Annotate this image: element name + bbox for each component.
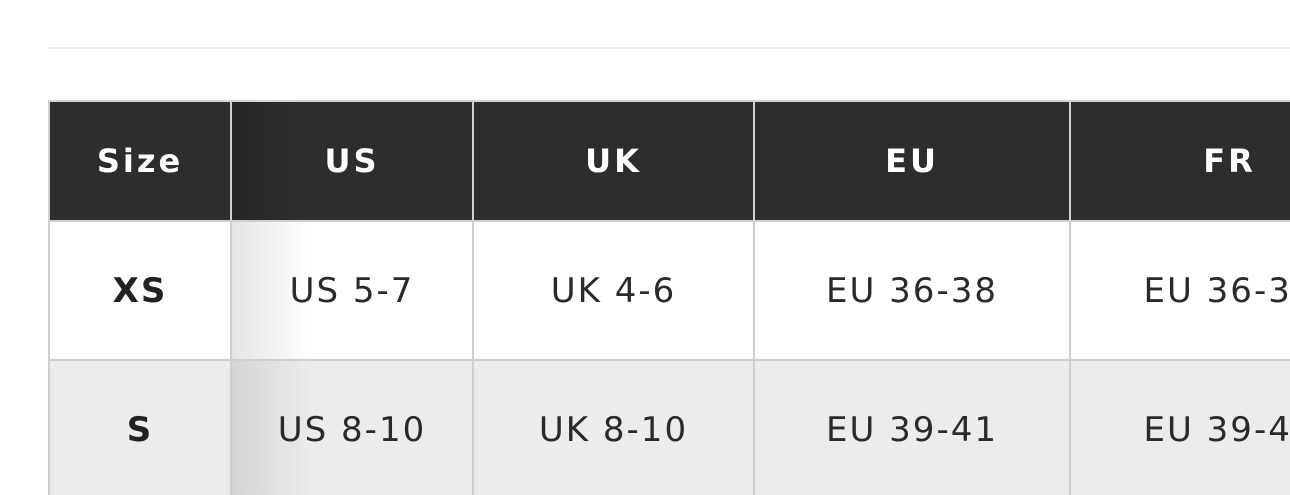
cell-size: XS (48, 220, 232, 361)
cell-us: US 8-10 (230, 359, 474, 495)
section-divider (48, 47, 1290, 49)
size-chart-scroll-container[interactable]: Size US UK EU FR XS US 5-7 UK 4-6 EU 36-… (48, 100, 1290, 495)
cell-size: S (48, 359, 232, 495)
header-us: US (230, 100, 474, 222)
cell-fr: EU 39-41 (1069, 359, 1290, 495)
cell-uk: UK 4-6 (472, 220, 755, 361)
cell-uk: UK 8-10 (472, 359, 755, 495)
table-row: XS US 5-7 UK 4-6 EU 36-38 EU 36-38 (48, 220, 1290, 361)
cell-eu: EU 39-41 (753, 359, 1071, 495)
header-fr: FR (1069, 100, 1290, 222)
header-eu: EU (753, 100, 1071, 222)
size-chart-table: Size US UK EU FR XS US 5-7 UK 4-6 EU 36-… (48, 100, 1290, 495)
table-row: S US 8-10 UK 8-10 EU 39-41 EU 39-41 (48, 359, 1290, 495)
header-row: Size US UK EU FR (48, 100, 1290, 222)
cell-us: US 5-7 (230, 220, 474, 361)
header-uk: UK (472, 100, 755, 222)
header-size: Size (48, 100, 232, 222)
cell-fr: EU 36-38 (1069, 220, 1290, 361)
cell-eu: EU 36-38 (753, 220, 1071, 361)
